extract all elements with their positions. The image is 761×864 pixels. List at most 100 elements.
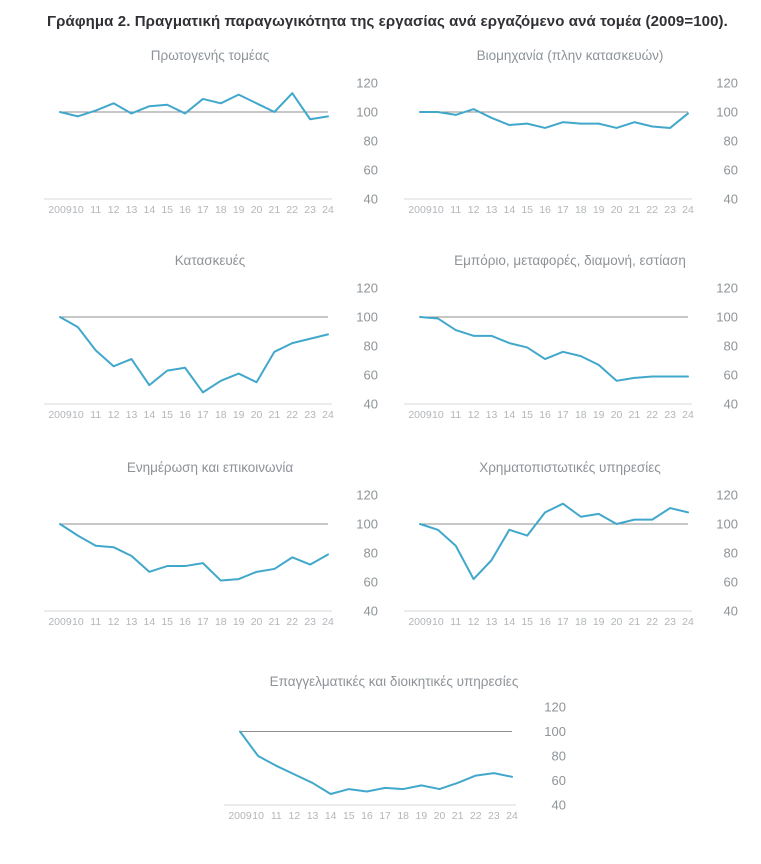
- x-tick-label: 19: [593, 409, 605, 421]
- chart-plot: 40 60 80 100 120 2009 10 11 12 13 14 15 16 17 18 19 20 21…: [40, 483, 380, 635]
- x-tick-label: 12: [468, 616, 480, 628]
- y-tick-label: 100: [356, 517, 378, 532]
- x-tick-label: 24: [322, 409, 334, 421]
- x-tick-label: 15: [161, 616, 173, 628]
- x-tick-label: 16: [539, 409, 551, 421]
- chart-canvas: 40 60 80 100 120 2009 10 11 12 13 14 15 16 17 18 19 20 21…: [404, 488, 738, 628]
- x-tick-label: 20: [251, 616, 263, 628]
- x-tick-label: 12: [468, 204, 480, 216]
- chart-professional-administrative: Επαγγελματικές και διοικητικές υπηρεσίες…: [220, 672, 568, 831]
- x-tick-label: 22: [646, 204, 658, 216]
- x-tick-label: 15: [521, 204, 533, 216]
- x-tick-label: 14: [143, 409, 155, 421]
- y-tick-label: 80: [724, 134, 738, 149]
- x-tick-label: 22: [470, 810, 482, 822]
- x-tick-label: 15: [161, 409, 173, 421]
- x-tick-label: 23: [304, 616, 316, 628]
- x-tick-label: 11: [90, 409, 101, 421]
- x-tick-label: 23: [664, 409, 676, 421]
- x-tick-label: 18: [575, 409, 587, 421]
- x-tick-label: 24: [682, 409, 694, 421]
- x-tick-label: 10: [252, 810, 264, 822]
- x-tick-label: 13: [486, 616, 498, 628]
- x-tick-label: 21: [269, 409, 281, 421]
- chart-plot: 40 60 80 100 120 2009 10 11 12 13 14 15 16 17 18 19 20 21…: [40, 276, 380, 428]
- y-tick-label: 40: [364, 192, 378, 207]
- x-tick-label: 13: [486, 409, 498, 421]
- y-tick-label: 100: [356, 105, 378, 120]
- x-tick-label: 16: [539, 616, 551, 628]
- chart-canvas: 40 60 80 100 120 2009 10 11 12 13 14 15 16 17 18 19 20 21…: [404, 76, 738, 216]
- series-line: [419, 502, 689, 581]
- y-tick-label: 100: [716, 517, 738, 532]
- x-tick-label: 23: [664, 204, 676, 216]
- x-tick-label: 17: [557, 204, 569, 216]
- x-tick-label: 20: [251, 409, 263, 421]
- chart-plot: 40 60 80 100 120 2009 10 11 12 13 14 15 16 17 18 19 20 21…: [400, 276, 740, 428]
- y-tick-label: 120: [356, 281, 378, 296]
- x-tick-label: 18: [215, 409, 227, 421]
- x-tick-label: 22: [286, 616, 298, 628]
- x-tick-label: 22: [286, 204, 298, 216]
- y-tick-label: 60: [364, 163, 378, 178]
- x-tick-label: 2009: [408, 204, 432, 216]
- x-tick-label: 14: [143, 204, 155, 216]
- x-tick-label: 16: [179, 204, 191, 216]
- x-tick-label: 11: [450, 616, 461, 628]
- x-tick-label: 2009: [48, 204, 72, 216]
- x-tick-label: 16: [361, 810, 373, 822]
- x-tick-label: 20: [434, 810, 446, 822]
- chart-title: Πρωτογενής τομέας: [150, 48, 270, 63]
- chart-title: Ενημέρωση και επικοινωνία: [126, 460, 294, 475]
- x-tick-label: 18: [397, 810, 409, 822]
- x-tick-label: 15: [521, 409, 533, 421]
- x-tick-label: 11: [271, 810, 282, 822]
- y-tick-label: 60: [364, 575, 378, 590]
- x-tick-label: 13: [126, 204, 138, 216]
- x-tick-label: 17: [197, 204, 209, 216]
- x-tick-label: 15: [521, 616, 533, 628]
- series-line: [59, 316, 329, 394]
- x-tick-label: 18: [575, 204, 587, 216]
- x-tick-label: 21: [269, 204, 281, 216]
- y-tick-label: 40: [364, 397, 378, 412]
- x-tick-label: 15: [343, 810, 355, 822]
- chart-canvas: 40 60 80 100 120 2009 10 11 12 13 14 15 16 17 18 19 20 21…: [224, 700, 566, 822]
- x-tick-label: 21: [452, 810, 464, 822]
- x-tick-label: 19: [233, 616, 245, 628]
- x-tick-label: 19: [415, 810, 427, 822]
- x-tick-label: 2009: [48, 616, 72, 628]
- x-tick-label: 13: [486, 204, 498, 216]
- x-tick-label: 19: [233, 409, 245, 421]
- x-tick-label: 2009: [408, 409, 432, 421]
- x-tick-label: 16: [179, 616, 191, 628]
- chart-industry: Βιομηχανία (πλην κατασκευών) 40 60 80 100 12…: [400, 46, 740, 223]
- x-tick-label: 21: [629, 204, 641, 216]
- y-tick-label: 80: [724, 546, 738, 561]
- x-tick-label: 2009: [48, 409, 72, 421]
- x-tick-label: 23: [304, 409, 316, 421]
- series-line: [419, 316, 689, 382]
- x-tick-label: 12: [289, 810, 301, 822]
- y-tick-label: 120: [716, 488, 738, 503]
- x-tick-label: 10: [432, 616, 444, 628]
- y-tick-label: 120: [716, 281, 738, 296]
- y-tick-label: 120: [716, 76, 738, 91]
- x-tick-label: 24: [506, 810, 518, 822]
- x-tick-label: 12: [108, 616, 120, 628]
- x-tick-label: 17: [379, 810, 391, 822]
- y-tick-label: 40: [724, 192, 738, 207]
- x-tick-label: 15: [161, 204, 173, 216]
- chart-plot: 40 60 80 100 120 2009 10 11 12 13 14 15 16 17 18 19 20 21…: [400, 483, 740, 635]
- x-tick-label: 10: [432, 204, 444, 216]
- y-tick-label: 60: [724, 575, 738, 590]
- x-tick-label: 12: [108, 409, 120, 421]
- y-tick-label: 120: [356, 488, 378, 503]
- x-tick-label: 20: [611, 204, 623, 216]
- y-tick-label: 100: [716, 310, 738, 325]
- x-tick-label: 17: [197, 409, 209, 421]
- y-tick-label: 80: [364, 546, 378, 561]
- y-tick-label: 60: [724, 163, 738, 178]
- x-tick-label: 14: [503, 409, 515, 421]
